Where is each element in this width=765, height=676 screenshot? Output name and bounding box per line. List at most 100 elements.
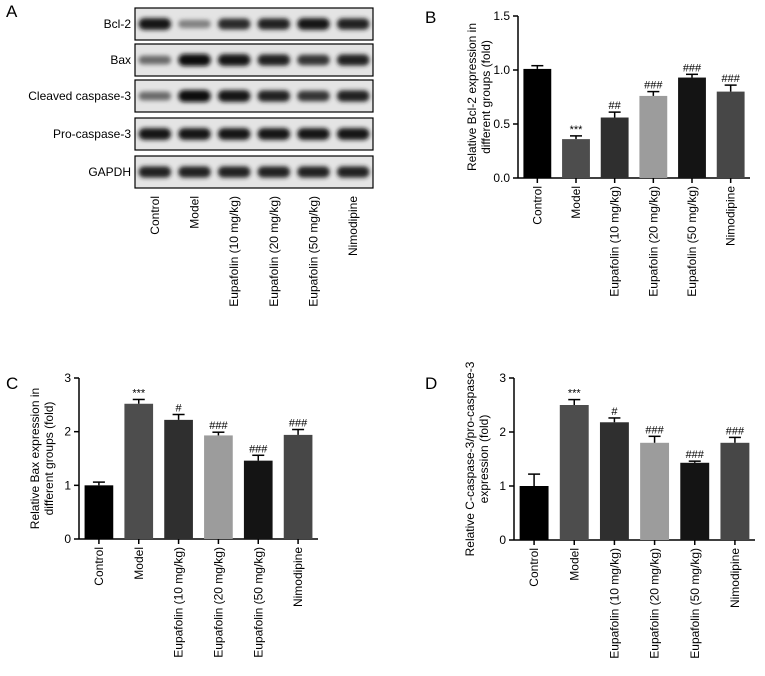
- x-tick-label-d-model: Model: [567, 548, 581, 581]
- bar-d-nimodipine: [720, 442, 750, 540]
- x-tick-label-b-eupafolin-10-mg-kg: Eupafolin (10 mg/kg): [608, 186, 622, 297]
- x-tick-label-c-control: Control: [92, 547, 106, 586]
- blot-band-gapdh-1: [178, 166, 211, 178]
- bar-d-control: [519, 486, 549, 540]
- y-axis-label-line1-d: Relative C-caspase-3/pro-caspase-3: [463, 361, 477, 556]
- blot-band-gapdh-4: [297, 166, 330, 178]
- panel-letter-a: A: [6, 2, 18, 21]
- y-tick-label-d-0: 0: [499, 533, 506, 547]
- x-tick-label-c-eupafolin-20-mg-kg: Eupafolin (20 mg/kg): [211, 547, 225, 658]
- bar-c-eupafolin-10-mg-kg: [164, 419, 193, 539]
- y-tick-label-c-1: 1: [64, 478, 71, 492]
- blot-band-bcl-2-5: [336, 18, 370, 30]
- bar-d-model: [559, 405, 589, 540]
- panel-letter-c: C: [6, 374, 19, 393]
- y-tick-label-b-1: 0.5: [493, 117, 510, 131]
- blot-lane-label-eupafolin-20-mg-kg: Eupafolin (20 mg/kg): [267, 196, 281, 307]
- x-tick-label-c-eupafolin-10-mg-kg: Eupafolin (10 mg/kg): [172, 547, 186, 658]
- blot-band-pro-caspase-3-5: [336, 128, 370, 140]
- blot-band-pro-caspase-3-4: [297, 128, 330, 140]
- significance-label-d-1: ***: [568, 388, 582, 400]
- panel-letter-d: D: [425, 374, 438, 393]
- y-axis-label-b: Relative Bcl-2 expression indifferent gr…: [465, 23, 493, 171]
- blot-row-label-gapdh: GAPDH: [88, 165, 131, 179]
- blot-band-bcl-2-3: [257, 18, 291, 30]
- bar-c-eupafolin-50-mg-kg: [243, 460, 273, 539]
- blot-lane-label-model: Model: [188, 196, 202, 229]
- blot-band-bax-4: [297, 54, 330, 66]
- significance-label-c-3: ###: [209, 420, 228, 432]
- x-tick-label-b-model: Model: [569, 186, 583, 219]
- x-tick-label-b-eupafolin-20-mg-kg: Eupafolin (20 mg/kg): [646, 186, 660, 297]
- blot-band-bcl-2-0: [138, 18, 172, 30]
- significance-label-b-1: ***: [570, 124, 584, 136]
- y-axis-label-line1-c: Relative Bax expression in: [28, 388, 42, 529]
- x-tick-label-c-nimodipine: Nimodipine: [291, 547, 305, 607]
- y-tick-label-d-3: 3: [499, 371, 506, 385]
- blot-band-gapdh-2: [217, 166, 251, 178]
- y-tick-label-c-3: 3: [64, 371, 71, 385]
- blot-band-cleaved-caspase-3-4: [297, 90, 330, 102]
- y-tick-label-b-3: 1.5: [493, 9, 510, 23]
- bar-b-eupafolin-10-mg-kg: [600, 117, 629, 178]
- blot-row-label-bcl-2: Bcl-2: [104, 17, 132, 31]
- blot-band-bcl-2-4: [297, 18, 330, 30]
- x-tick-label-d-eupafolin-20-mg-kg: Eupafolin (20 mg/kg): [648, 548, 662, 659]
- blot-band-bax-1: [178, 54, 211, 66]
- significance-label-d-4: ###: [686, 449, 705, 461]
- panel-letter-b: B: [425, 8, 437, 27]
- blot-band-gapdh-3: [257, 166, 291, 178]
- y-tick-label-c-0: 0: [64, 532, 71, 546]
- blot-row-box-bax: [134, 43, 374, 77]
- bar-c-model: [124, 403, 154, 539]
- blot-row-box-cleaved-caspase-3: [134, 79, 374, 113]
- y-axis-label-line2-c: different groups (fold): [42, 402, 56, 516]
- y-axis-label-line2-d: expression (fold): [477, 415, 491, 504]
- x-tick-label-c-eupafolin-50-mg-kg: Eupafolin (50 mg/kg): [251, 547, 265, 658]
- bar-b-nimodipine: [716, 91, 745, 178]
- significance-label-c-5: ###: [289, 418, 308, 430]
- bar-d-eupafolin-50-mg-kg: [680, 462, 710, 540]
- blot-band-bax-2: [217, 54, 251, 66]
- y-axis-label-line1-b: Relative Bcl-2 expression in: [465, 23, 479, 171]
- blot-band-cleaved-caspase-3-1: [178, 90, 211, 102]
- blot-row-box-gapdh: [134, 155, 374, 189]
- blot-band-bax-3: [257, 54, 291, 66]
- blot-band-pro-caspase-3-3: [257, 128, 291, 140]
- significance-label-c-4: ###: [249, 443, 268, 455]
- blot-lane-label-nimodipine: Nimodipine: [346, 196, 360, 256]
- bar-b-eupafolin-50-mg-kg: [678, 77, 706, 178]
- significance-label-b-2: ##: [609, 100, 622, 112]
- y-tick-label-b-0: 0.0: [493, 171, 510, 185]
- x-tick-label-c-model: Model: [132, 547, 146, 580]
- blot-row-box-pro-caspase-3: [134, 117, 374, 151]
- blot-band-cleaved-caspase-3-5: [336, 90, 370, 102]
- significance-label-c-1: ***: [132, 387, 146, 399]
- blot-band-pro-caspase-3-2: [217, 128, 251, 140]
- bar-d-eupafolin-10-mg-kg: [599, 422, 629, 540]
- significance-label-d-2: #: [611, 406, 618, 418]
- blot-lane-label-control: Control: [148, 196, 162, 235]
- blot-band-cleaved-caspase-3-2: [217, 90, 251, 102]
- blot-band-gapdh-0: [138, 166, 172, 178]
- significance-label-b-3: ###: [644, 80, 663, 92]
- x-tick-label-d-eupafolin-10-mg-kg: Eupafolin (10 mg/kg): [607, 548, 621, 659]
- x-tick-label-b-eupafolin-50-mg-kg: Eupafolin (50 mg/kg): [685, 186, 699, 297]
- bar-b-eupafolin-20-mg-kg: [639, 95, 668, 178]
- y-tick-label-b-2: 1.0: [493, 63, 510, 77]
- y-axis-label-c: Relative Bax expression indifferent grou…: [28, 388, 56, 529]
- blot-band-cleaved-caspase-3-3: [257, 90, 291, 102]
- blot-row-label-pro-caspase-3: Pro-caspase-3: [53, 127, 131, 141]
- blot-lane-label-eupafolin-10-mg-kg: Eupafolin (10 mg/kg): [227, 196, 241, 307]
- significance-label-d-3: ###: [645, 424, 664, 436]
- blot-band-bcl-2-1: [178, 19, 211, 29]
- blot-band-bax-5: [336, 54, 370, 66]
- bar-c-eupafolin-20-mg-kg: [204, 435, 233, 539]
- y-axis-label-d: Relative C-caspase-3/pro-caspase-3expres…: [463, 361, 491, 556]
- significance-label-d-5: ###: [726, 425, 745, 437]
- blot-band-gapdh-5: [336, 166, 370, 178]
- y-tick-label-d-1: 1: [499, 479, 506, 493]
- bar-c-nimodipine: [283, 434, 313, 539]
